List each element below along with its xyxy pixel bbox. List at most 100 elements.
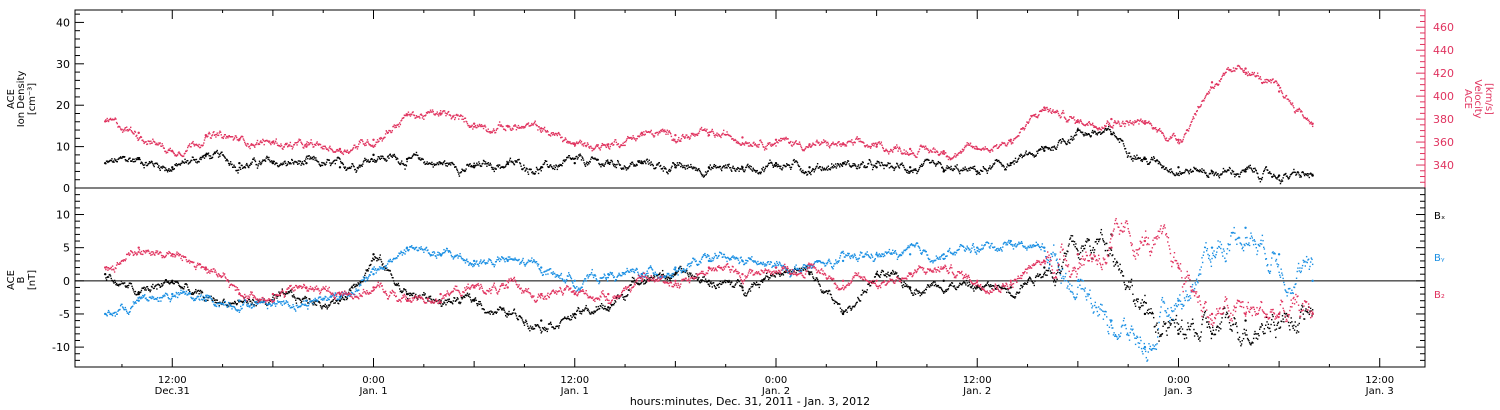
velocity-sample bbox=[991, 148, 993, 151]
velocity-sample bbox=[1204, 96, 1207, 98]
bx-sample bbox=[808, 272, 810, 274]
velocity-sample bbox=[596, 144, 598, 146]
velocity-sample bbox=[429, 109, 432, 111]
velocity-sample bbox=[374, 143, 377, 146]
density-sample bbox=[720, 169, 723, 172]
bx-sample bbox=[709, 282, 711, 284]
density-sample bbox=[847, 160, 850, 162]
velocity-sample bbox=[976, 147, 978, 149]
bx-sample bbox=[450, 301, 453, 303]
velocity-sample bbox=[301, 142, 303, 145]
bx-sample bbox=[737, 279, 740, 282]
bx-sample bbox=[291, 291, 293, 293]
density-sample bbox=[1218, 175, 1220, 177]
velocity-sample bbox=[649, 131, 651, 134]
velocity-sample bbox=[574, 144, 577, 146]
density-sample bbox=[835, 163, 837, 165]
bx-sample bbox=[710, 281, 712, 283]
velocity-sample bbox=[142, 139, 144, 141]
density-sample bbox=[1021, 156, 1023, 159]
density-sample bbox=[370, 158, 372, 161]
density-sample bbox=[1228, 169, 1230, 172]
bx-sample bbox=[579, 312, 581, 314]
density-sample bbox=[309, 156, 312, 158]
velocity-sample bbox=[600, 146, 602, 149]
velocity-sample bbox=[1269, 79, 1272, 81]
density-sample bbox=[456, 169, 459, 172]
density-sample bbox=[209, 157, 211, 160]
density-sample bbox=[164, 169, 166, 172]
velocity-sample bbox=[1194, 112, 1196, 115]
velocity-sample bbox=[203, 139, 206, 141]
density-sample bbox=[1128, 152, 1131, 154]
velocity-sample bbox=[480, 124, 483, 126]
density-sample bbox=[586, 164, 589, 166]
velocity-sample bbox=[567, 142, 569, 144]
bx-sample bbox=[375, 257, 377, 259]
velocity-sample bbox=[227, 137, 229, 139]
velocity-sample bbox=[592, 149, 595, 151]
density-sample bbox=[582, 159, 585, 161]
density-sample bbox=[904, 168, 907, 171]
velocity-sample bbox=[682, 133, 684, 136]
velocity-sample bbox=[888, 153, 890, 155]
density-sample bbox=[1226, 170, 1228, 173]
velocity-sample bbox=[517, 126, 519, 129]
bx-sample bbox=[365, 269, 367, 271]
density-sample bbox=[830, 167, 832, 169]
bx-sample bbox=[525, 320, 528, 323]
bx-sample bbox=[468, 293, 471, 295]
velocity-sample bbox=[346, 151, 348, 153]
bx-sample bbox=[407, 297, 409, 300]
bx-sample bbox=[250, 300, 252, 302]
velocity-sample bbox=[1284, 97, 1286, 99]
velocity-sample bbox=[1103, 127, 1105, 129]
density-sample bbox=[353, 165, 355, 168]
density-sample bbox=[767, 164, 769, 166]
density-sample bbox=[623, 168, 625, 170]
bx-sample bbox=[430, 298, 432, 300]
bx-sample bbox=[523, 322, 525, 324]
density-sample bbox=[872, 166, 874, 169]
bx-sample bbox=[507, 314, 510, 316]
bx-sample bbox=[323, 305, 326, 308]
velocity-sample bbox=[826, 141, 829, 144]
bx-sample bbox=[295, 299, 297, 301]
density-sample bbox=[343, 166, 345, 168]
velocity-sample bbox=[161, 143, 163, 145]
velocity-sample bbox=[1056, 109, 1058, 112]
density-sample bbox=[1050, 149, 1052, 152]
density-sample bbox=[329, 162, 331, 164]
density-sample bbox=[1076, 130, 1078, 132]
density-sample bbox=[1124, 147, 1127, 150]
density-sample bbox=[952, 169, 954, 172]
velocity-sample bbox=[678, 136, 680, 139]
density-sample bbox=[1132, 157, 1135, 160]
velocity-sample bbox=[1247, 71, 1249, 73]
density-sample bbox=[303, 163, 305, 166]
velocity-sample bbox=[719, 135, 722, 137]
density-sample bbox=[590, 158, 592, 160]
velocity-sample bbox=[765, 145, 767, 148]
bx-sample bbox=[464, 296, 466, 299]
density-sample bbox=[525, 169, 527, 171]
density-sample bbox=[786, 163, 788, 165]
density-sample bbox=[668, 168, 671, 171]
density-sample bbox=[184, 158, 186, 161]
density-sample bbox=[1056, 146, 1058, 148]
velocity-sample bbox=[896, 146, 899, 148]
density-sample bbox=[350, 165, 353, 168]
velocity-sample bbox=[636, 137, 638, 140]
velocity-sample bbox=[991, 150, 994, 152]
density-sample bbox=[950, 165, 952, 168]
velocity-sample bbox=[391, 129, 394, 132]
velocity-sample bbox=[319, 143, 322, 146]
bx-point bbox=[540, 319, 543, 322]
density-sample bbox=[1115, 136, 1117, 138]
density-sample bbox=[1091, 129, 1094, 132]
bx-sample bbox=[691, 274, 693, 276]
density-sample bbox=[1093, 130, 1096, 133]
velocity-sample bbox=[274, 142, 276, 144]
velocity-sample bbox=[429, 111, 431, 113]
velocity-sample bbox=[663, 129, 666, 131]
